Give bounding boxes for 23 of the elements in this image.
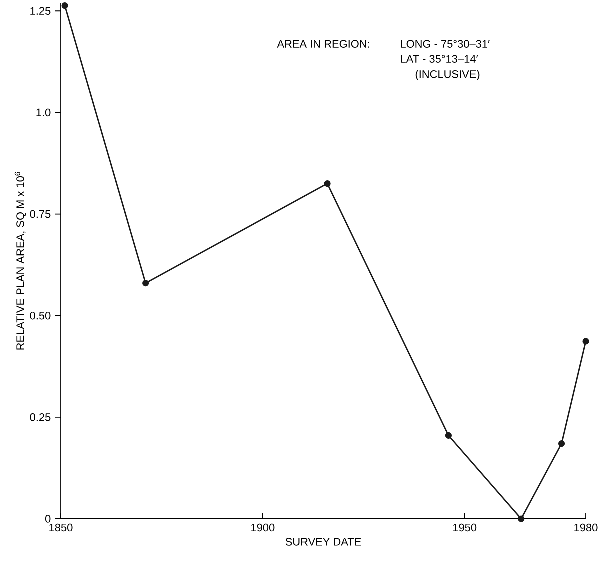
point <box>445 432 452 439</box>
point <box>142 280 150 287</box>
y-tick-label: 1.25 <box>30 7 51 15</box>
x-tick-label: 1950 <box>453 524 477 532</box>
y-axis-title: RELATIVE PLAN AREA, SQ M x 10$^{6}$ <box>14 172 26 350</box>
y-tick-label: 0.25 <box>30 414 51 422</box>
annotation: LONG - 75°30–31′ <box>401 40 490 48</box>
x-tick-label: 1850 <box>50 524 73 532</box>
x-axis-title: SURVEY DATE <box>286 538 362 546</box>
y-tick-label: 0 <box>45 515 51 523</box>
y-tick-label: 0.75 <box>30 210 51 218</box>
x-tick-label: 1980 <box>574 524 598 532</box>
y-tick-label: 0.50 <box>30 312 51 320</box>
annotation: AREA IN REGION: <box>277 40 370 48</box>
point <box>558 440 566 448</box>
point <box>518 516 525 522</box>
y-tick-label: 1.0 <box>36 108 51 117</box>
annotation: (INCLUSIVE) <box>416 70 480 80</box>
x-tick-label: 1900 <box>252 524 275 532</box>
point <box>582 338 590 345</box>
point <box>62 2 68 10</box>
annotation: LAT - 35°13–14′ <box>401 55 478 63</box>
point <box>324 180 331 188</box>
